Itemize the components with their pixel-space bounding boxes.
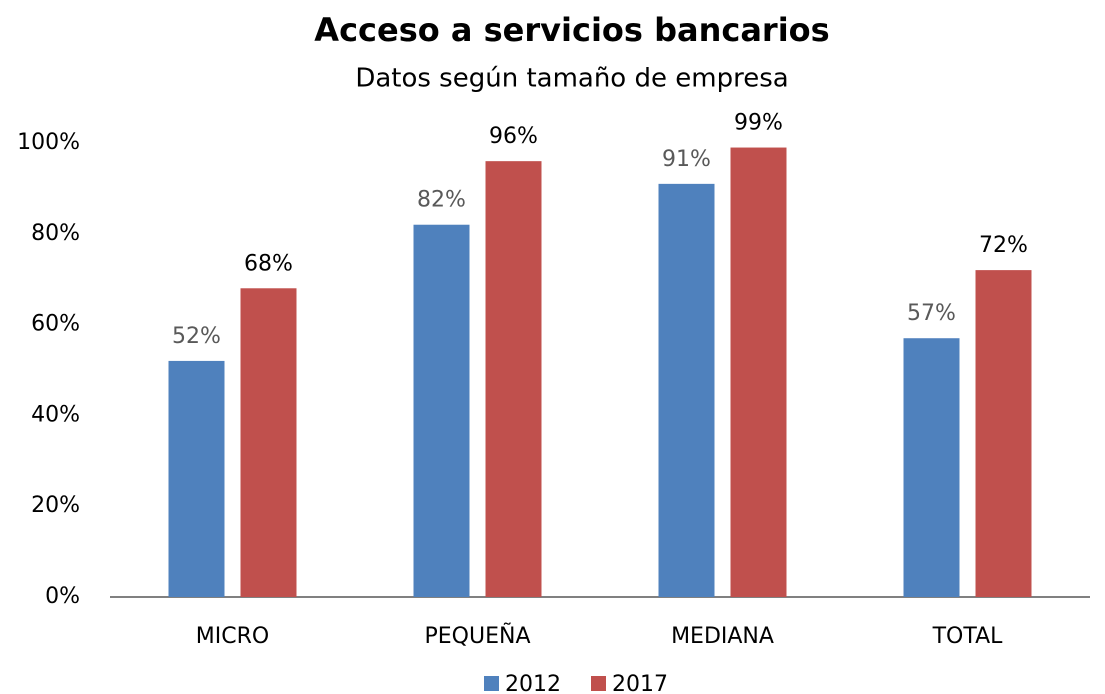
y-tick-label: 80%	[31, 221, 80, 246]
y-tick-label: 60%	[31, 312, 80, 337]
x-tick-label: PEQUEÑA	[425, 622, 531, 649]
legend-label: 2017	[612, 672, 668, 694]
data-label: 57%	[907, 301, 956, 326]
bar	[485, 161, 542, 597]
data-label: 96%	[489, 124, 538, 149]
data-label: 72%	[979, 233, 1028, 258]
legend-swatch	[591, 676, 606, 691]
x-tick-label: MEDIANA	[671, 624, 774, 649]
data-label: 68%	[244, 251, 293, 276]
data-label: 99%	[734, 111, 783, 136]
legend-label: 2012	[505, 672, 561, 694]
y-tick-label: 20%	[31, 493, 80, 518]
data-label: 52%	[172, 324, 221, 349]
data-label: 82%	[417, 188, 466, 213]
bar	[975, 270, 1032, 597]
y-tick-label: 40%	[31, 402, 80, 427]
legend-swatch	[484, 676, 499, 691]
chart-title: Acceso a servicios bancarios	[314, 11, 829, 49]
y-tick-label: 100%	[17, 130, 80, 155]
x-tick-label: MICRO	[196, 624, 269, 649]
chart-subtitle: Datos según tamaño de empresa	[355, 64, 788, 94]
bar	[903, 338, 960, 597]
bar	[240, 288, 297, 597]
bar	[658, 183, 715, 598]
bar	[413, 224, 470, 597]
y-tick-label: 0%	[45, 584, 80, 609]
bar	[730, 147, 787, 598]
x-tick-label: TOTAL	[932, 624, 1004, 649]
bar	[168, 360, 225, 597]
data-label: 91%	[662, 147, 711, 172]
